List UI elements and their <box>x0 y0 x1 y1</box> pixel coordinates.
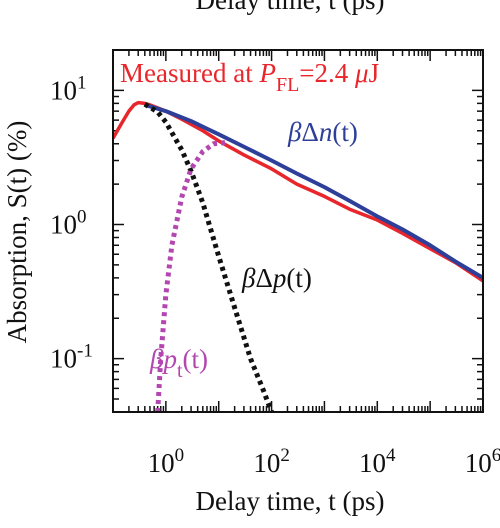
dp-greek: β <box>241 263 256 293</box>
y-tick-label: 100 <box>50 207 87 240</box>
x-axis-title: Delay time, t (ps) <box>196 486 385 516</box>
plot-frame <box>112 49 484 413</box>
dn-annotation: βΔn(t) <box>287 117 358 147</box>
dn-arg: (t) <box>332 117 357 147</box>
dp-annotation: βΔp(t) <box>241 263 312 293</box>
dn-delta: Δ <box>301 117 318 147</box>
series-line-dotted-3 <box>155 139 229 412</box>
dn-greek: β <box>287 117 302 147</box>
measured-sub: FL <box>276 74 299 96</box>
pt-greek: β <box>149 344 164 374</box>
x-tick-label: 106 <box>465 445 500 478</box>
x-tick-label: 104 <box>359 445 396 478</box>
top-cut-label: Delay time, t (ps) <box>196 0 385 15</box>
dn-var: n <box>319 117 333 147</box>
x-tick-label: 100 <box>148 445 185 478</box>
measured-suffix: =2.4 <box>299 58 355 88</box>
y-tick-label: 101 <box>50 72 87 105</box>
pt-sub: t <box>177 360 183 382</box>
series-line-fit-1 <box>144 102 483 280</box>
measured-mu: μ <box>354 58 369 88</box>
pt-annotation: βpt(t) <box>149 344 208 382</box>
y-tick-labels: 10-1 100 101 <box>50 72 93 373</box>
x-tick-labels: 100 102 104 106 <box>148 445 500 478</box>
series-layer <box>113 100 483 412</box>
measured-annotation: Measured at PFL=2.4 μJ <box>120 58 379 96</box>
y-axis-title: Absorption, S(t) (%) <box>2 121 32 344</box>
y-tick-label: 10-1 <box>50 341 93 374</box>
measured-unit: J <box>369 58 380 88</box>
series-line-dotted-2 <box>143 101 274 412</box>
x-tick-label: 102 <box>253 445 290 478</box>
measured-prefix: Measured at <box>120 58 259 88</box>
dp-arg: (t) <box>286 263 311 293</box>
series-line-measured-0 <box>113 100 483 283</box>
dp-delta: Δ <box>255 263 272 293</box>
measured-var: P <box>258 58 276 88</box>
dp-var: p <box>271 263 287 293</box>
pt-arg: (t) <box>183 344 208 374</box>
pt-var: p <box>161 344 177 374</box>
